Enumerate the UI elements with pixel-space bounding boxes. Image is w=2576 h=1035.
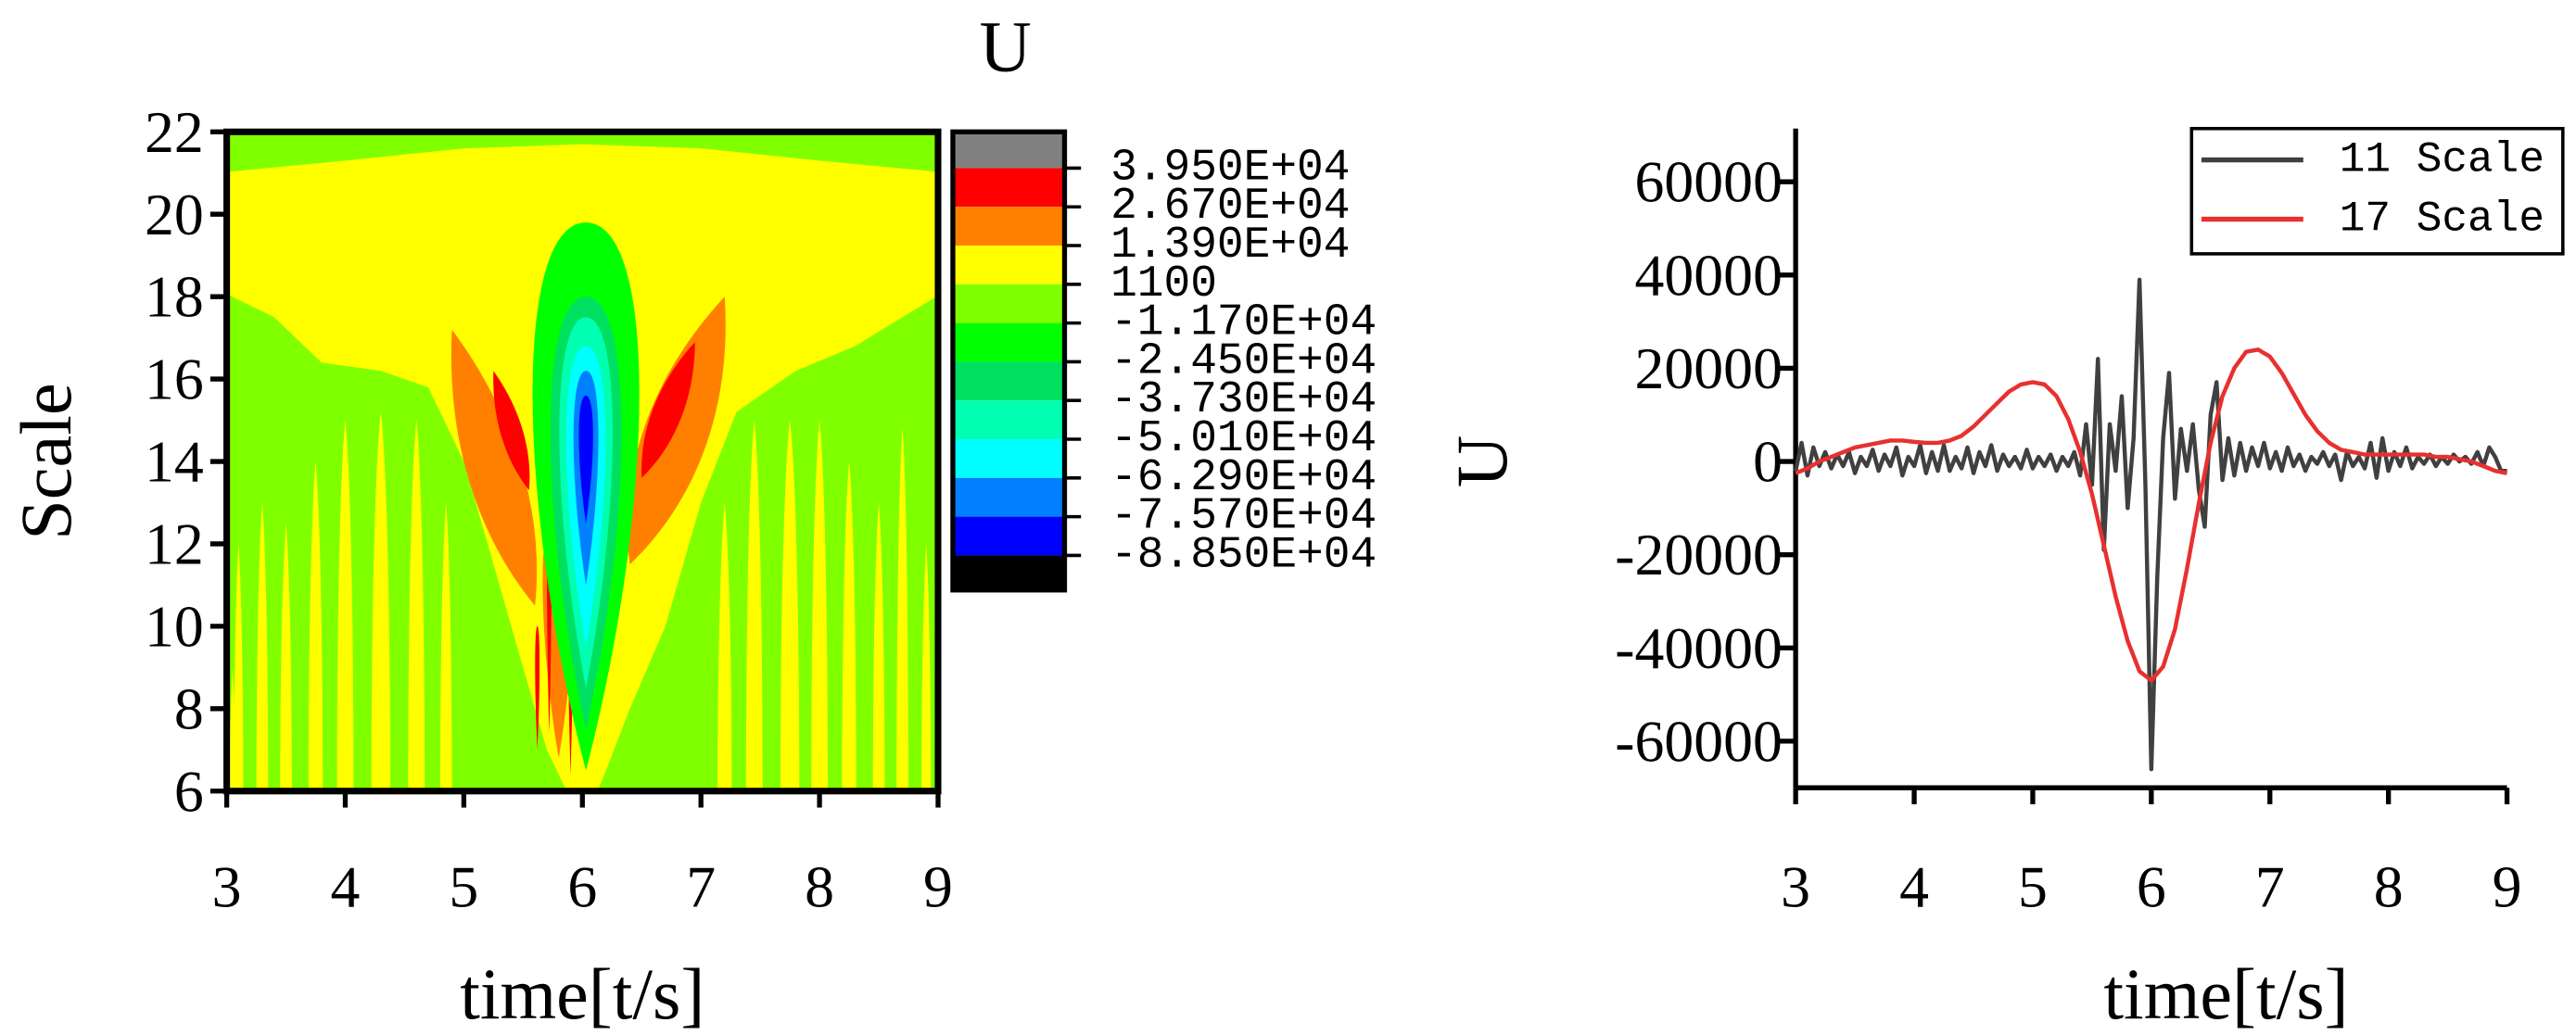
colorbar-label: -7.570E+04 [1110,492,1377,542]
x-tick-label: 4 [331,853,361,919]
legend-label: 11 Scale [2340,135,2544,183]
contour-band [872,502,885,791]
y-tick-label: 18 [145,264,204,330]
contour-band [256,502,269,791]
colorbar-title: U [980,6,1032,86]
y-tick-label: 8 [174,675,204,741]
y-tick-label: -20000 [1615,522,1783,587]
contour-band [371,411,391,791]
contour-band [921,543,932,791]
contour-band [535,625,540,751]
x-axis-title: time[t/s] [2103,953,2348,1034]
contour-band [280,523,292,791]
x-tick-label: 3 [1781,853,1810,919]
colorbar-label: -8.850E+04 [1110,530,1377,580]
y-tick-label: 16 [145,347,204,412]
y-tick-label: -60000 [1615,708,1783,774]
contour-band [896,428,909,791]
y-tick-label: 60000 [1634,149,1782,215]
y-axis-title: Scale [6,383,86,539]
contour-band [408,420,425,791]
y-tick-label: 20 [145,182,204,247]
x-tick-label: 7 [686,853,716,919]
x-tick-label: 9 [2493,853,2522,919]
contour-chart: 3 4 5 6 7 8 9 6 8 10 12 14 16 18 20 22 time[t/s] Scale U 3.… [6,6,1377,1034]
y-axis-title: U [1441,435,1522,488]
x-tick-label: 4 [1899,853,1929,919]
colorbar-label: -3.730E+04 [1110,375,1377,425]
colorbar-label: 1100 [1110,259,1217,309]
contour-band [439,502,452,791]
contour-band [493,371,530,491]
colorbar-band [952,477,1065,517]
x-tick-label: 9 [923,853,953,919]
contour-band [308,461,324,791]
colorbar-band [952,361,1065,401]
y-tick-label: 20000 [1634,335,1782,401]
contour-band [627,297,726,565]
contour-band [780,420,800,791]
contour-band [842,461,857,791]
colorbar-band [952,555,1065,590]
contour-band [450,329,538,606]
y-tick-label: 10 [145,593,204,659]
colorbar-band [952,516,1065,556]
x-tick-label: 6 [567,853,597,919]
y-tick-label: 12 [145,511,204,576]
colorbar-band [952,284,1065,323]
colorbar-label: 3.950E+04 [1110,143,1350,193]
contour-band [717,502,732,791]
y-tick-label: 6 [174,758,204,824]
colorbar-label: -6.290E+04 [1110,453,1377,503]
line-chart: 3 4 5 6 7 8 9 -60000 -40000 -20000 0 20000 40000 6000… [1441,126,2565,1034]
data-line [1793,277,2507,772]
contour-band [811,420,829,791]
legend-box [2189,126,2565,256]
colorbar-band [952,168,1065,208]
contour-band [578,395,593,524]
x-tick-label: 7 [2255,853,2285,919]
x-tick-label: 8 [2374,853,2404,919]
colorbar-band [952,132,1065,169]
y-tick-label: 0 [1753,428,1783,494]
colorbar-label: 2.670E+04 [1110,182,1350,232]
y-tick-label: -40000 [1615,615,1783,681]
x-tick-label: 5 [449,853,478,919]
colorbar-band [952,439,1065,478]
colorbar-band [952,400,1065,440]
x-tick-label: 3 [212,853,242,919]
colorbar-band [952,322,1065,362]
data-line [1795,347,2507,683]
contour-band [234,543,244,791]
y-tick-label: 40000 [1634,242,1782,308]
contour-band [336,420,354,791]
contour-band [229,667,236,791]
colorbar-band [952,207,1065,246]
colorbar-band [952,246,1065,284]
contour-band [641,342,695,478]
contour-band [745,420,763,791]
colorbar-label: 1.390E+04 [1110,221,1350,271]
y-tick-label: 14 [145,428,204,494]
x-axis-title: time[t/s] [460,953,704,1034]
plot-area [226,132,938,791]
x-tick-label: 8 [805,853,834,919]
colorbar-label: -1.170E+04 [1110,298,1377,348]
y-tick-label: 22 [145,99,204,165]
colorbar-label: -2.450E+04 [1110,336,1377,386]
x-tick-label: 6 [2137,853,2166,919]
legend-label: 17 Scale [2340,196,2544,244]
legend: 11 Scale 17 Scale [2189,126,2565,256]
x-tick-label: 5 [2018,853,2048,919]
colorbar-label: -5.010E+04 [1110,414,1377,464]
